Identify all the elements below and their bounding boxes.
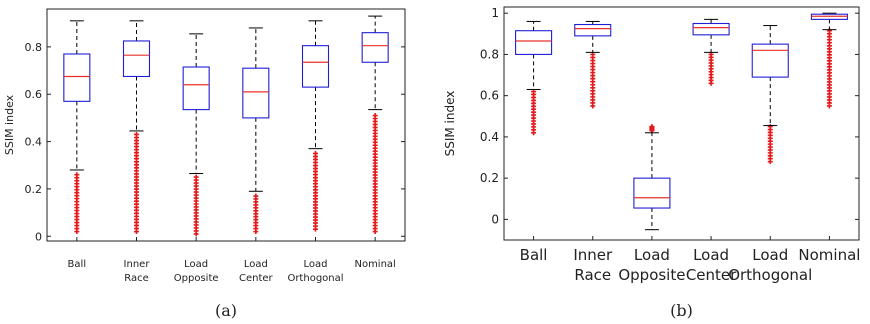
x-category-label: Inner Race [124, 259, 151, 284]
y-tick-label: 0.4 [480, 130, 499, 144]
x-category-label-line: Load [752, 246, 788, 264]
x-category-label-line: Nominal [798, 246, 860, 264]
x-category-label: Load Opposite [618, 246, 685, 284]
x-category-label: Nominal [798, 246, 860, 264]
x-category-label-line: Inner [573, 246, 613, 264]
outliers-4 [313, 150, 318, 232]
box-body [182, 66, 210, 111]
box-1 [574, 20, 612, 240]
x-category-label: Load Opposite [174, 259, 219, 284]
y-tick-label: 1 [491, 6, 499, 20]
outliers-0 [74, 172, 80, 235]
y-tick-label: 0 [491, 212, 499, 226]
box-3 [242, 27, 270, 241]
outlier-point [313, 150, 318, 156]
box-body [633, 177, 671, 209]
box-body [242, 67, 270, 119]
x-category-label-line: Race [124, 273, 149, 284]
y-tick-label: 0.8 [25, 41, 43, 54]
box-body [751, 43, 789, 78]
x-category-label-line: Opposite [174, 273, 219, 284]
box-5 [810, 12, 848, 240]
box-2 [182, 33, 210, 241]
box-body [63, 53, 91, 102]
x-category-label: Ball [520, 246, 548, 264]
x-category-label-line: Race [574, 266, 611, 284]
x-category-label-line: Ball [68, 259, 87, 270]
box-body [122, 40, 151, 78]
box-0 [515, 20, 553, 240]
x-category-label-line: Load [244, 259, 268, 270]
y-tick-label: 0.2 [25, 183, 43, 196]
y-axis-label: SSIM index [443, 91, 457, 157]
x-category-label: Inner Race [573, 246, 613, 284]
x-category-label-line: Load [634, 246, 670, 264]
outlier-point [253, 193, 259, 199]
plot-frame [503, 6, 860, 241]
x-category-label-line: Load [693, 246, 729, 264]
plot-frame [46, 8, 406, 242]
x-category-label-line: Center [239, 273, 274, 284]
x-category-label-line: Opposite [618, 266, 685, 284]
outlier-point [193, 174, 199, 180]
outlier-point [767, 124, 773, 130]
x-category-label: Load Center [239, 259, 274, 284]
y-tick-label: 0.2 [480, 171, 499, 185]
box-5 [361, 15, 389, 241]
box-body [574, 23, 612, 37]
y-tick-label: 0.6 [25, 88, 43, 101]
box-3 [692, 18, 730, 240]
y-tick-label: 0.4 [25, 136, 43, 149]
x-category-label: Ball [68, 259, 87, 270]
outliers-3 [253, 193, 259, 235]
y-tick-label: 0.6 [480, 89, 499, 103]
x-category-label-line: Inner [124, 259, 151, 270]
x-category-label: Nominal [354, 259, 395, 270]
box-body [515, 30, 553, 55]
outliers-2 [649, 124, 655, 134]
outliers-4 [767, 124, 773, 165]
box-body [692, 22, 730, 36]
outliers-2 [193, 174, 199, 237]
x-category-label-line: Ball [520, 246, 548, 264]
outliers-1 [134, 131, 139, 235]
x-category-label-line: Orthogonal [728, 266, 812, 284]
box-body [361, 32, 389, 63]
outlier-point [134, 131, 139, 137]
y-tick-label: 0.8 [480, 47, 499, 61]
chart-a: 0 0.2 0.4 0.6 0.8 SSIM index Ball Inner Race Load… [3, 8, 406, 320]
x-category-label-line: Orthogonal [287, 273, 343, 284]
box-4 [301, 20, 330, 241]
outliers-5 [826, 28, 832, 109]
figure-caption: (a) [215, 301, 237, 320]
figure-caption: (b) [670, 301, 693, 320]
x-category-label-line: Nominal [354, 259, 395, 270]
box-0 [63, 20, 91, 241]
box-1 [122, 20, 151, 241]
outlier-point [74, 172, 80, 178]
x-category-label-line: Center [686, 266, 737, 284]
outlier-point [649, 124, 655, 130]
chart-b: 0 0.2 0.4 0.6 0.8 1 SSIM index Ball Inner Race Loa… [443, 6, 860, 320]
outlier-point [372, 113, 378, 119]
y-tick-label: 0 [35, 230, 42, 243]
x-category-label-line: Load [184, 259, 208, 270]
x-category-label: Load Orthogonal [287, 259, 343, 284]
outliers-3 [708, 51, 714, 86]
outliers-5 [372, 113, 378, 235]
box-body [301, 45, 330, 88]
box-2 [633, 124, 671, 240]
x-category-label: Load Center [686, 246, 737, 284]
box-4 [751, 25, 789, 240]
x-category-label: Load Orthogonal [728, 246, 812, 284]
outliers-0 [531, 89, 537, 136]
y-axis-label: SSIM index [3, 94, 16, 155]
x-category-label-line: Load [304, 259, 328, 270]
